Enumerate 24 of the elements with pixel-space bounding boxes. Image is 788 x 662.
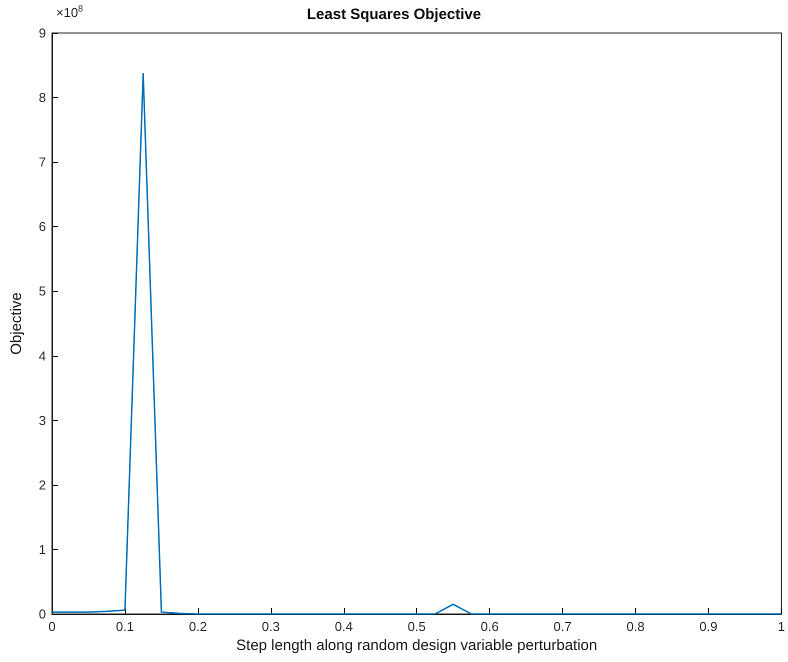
x-tick-label: 1	[778, 619, 785, 634]
x-axis-title: Step length along random design variable perturbation	[236, 637, 598, 654]
y-tick-label: 7	[38, 154, 46, 170]
y-axis-title: Objective	[8, 292, 25, 355]
x-tick-label: 0.6	[480, 619, 499, 634]
x-tick-label: 0.5	[408, 619, 426, 634]
x-tick-label: 0	[48, 619, 56, 634]
x-tick-label: 0.8	[626, 619, 645, 634]
chart-title: Least Squares Objective	[306, 6, 482, 23]
y-tick-label: 9	[38, 26, 46, 40]
y-tick-label: 8	[38, 90, 46, 106]
x-tick-label: 0.3	[262, 619, 280, 634]
y-tick-label: 4	[38, 348, 46, 364]
y-tick-label: 5	[38, 284, 46, 299]
y-tick-label: 2	[38, 477, 46, 492]
x-tick-label: 0.1	[116, 619, 134, 634]
x-tick-label: 0.2	[188, 619, 207, 634]
y-tick-label: 1	[38, 542, 46, 557]
x-tick-label: 0.7	[554, 619, 572, 634]
y-tick-label: 6	[38, 219, 46, 234]
x-tick-label: 0.4	[334, 619, 353, 634]
x-tick-label: 0.9	[699, 619, 718, 634]
y-tick-label: 3	[38, 412, 46, 428]
y-tick-label: 0	[38, 606, 46, 622]
